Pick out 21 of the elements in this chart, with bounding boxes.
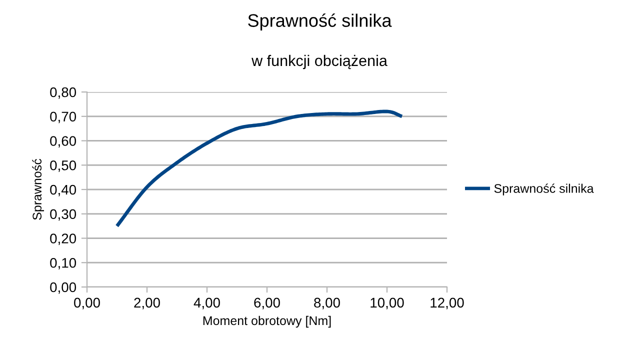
x-tick-label: 6,00 [254,298,280,310]
y-tick-label: 0,40 [50,184,76,196]
y-tick-label: 0,70 [50,112,76,124]
y-tick-label: 0,50 [50,160,76,172]
x-axis-title: Moment obrotowy [Nm] [203,316,331,328]
x-tick-label: 8,00 [314,298,340,310]
chart-title: Sprawność silnika [248,13,392,31]
x-tick-label: 12,00 [430,298,464,310]
x-tick-label: 10,00 [370,298,404,310]
y-tick-label: 0,60 [50,136,76,148]
y-tick-label: 0,80 [50,87,76,99]
x-tick-label: 4,00 [194,298,220,310]
chart-subtitle: w funkcji obciążenia [252,54,388,70]
y-tick-label: 0,20 [50,234,76,246]
x-tick-label: 2,00 [134,298,160,310]
y-tick-label: 0,00 [50,282,76,294]
legend-label: Sprawność silnika [494,184,594,196]
y-axis-title: Sprawność [32,158,44,220]
y-tick-label: 0,10 [50,258,76,270]
x-tick-label: 0,00 [74,298,100,310]
y-tick-label: 0,30 [50,209,76,221]
